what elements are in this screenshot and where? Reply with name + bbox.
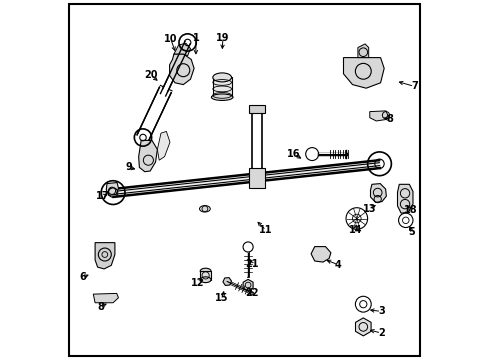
Ellipse shape bbox=[199, 206, 210, 212]
Bar bbox=[249, 168, 264, 188]
Polygon shape bbox=[169, 54, 194, 85]
Polygon shape bbox=[243, 279, 253, 291]
Polygon shape bbox=[139, 140, 157, 172]
Text: 15: 15 bbox=[215, 293, 228, 303]
Polygon shape bbox=[355, 318, 370, 336]
Text: 8: 8 bbox=[386, 114, 393, 124]
Text: 4: 4 bbox=[334, 260, 341, 270]
Ellipse shape bbox=[211, 94, 232, 100]
Text: 1: 1 bbox=[192, 33, 199, 43]
Bar bbox=[200, 271, 211, 280]
Text: 5: 5 bbox=[407, 227, 414, 237]
Ellipse shape bbox=[200, 268, 211, 274]
Ellipse shape bbox=[200, 277, 211, 283]
Text: 10: 10 bbox=[163, 34, 177, 44]
Bar bbox=[212, 77, 231, 97]
Text: 6: 6 bbox=[80, 272, 86, 282]
Text: 8: 8 bbox=[97, 302, 104, 312]
Text: 14: 14 bbox=[348, 225, 362, 235]
Text: 7: 7 bbox=[410, 81, 417, 91]
Polygon shape bbox=[343, 58, 384, 88]
Polygon shape bbox=[370, 184, 386, 202]
Text: 16: 16 bbox=[287, 149, 300, 159]
Ellipse shape bbox=[212, 73, 231, 82]
Polygon shape bbox=[357, 44, 368, 58]
Polygon shape bbox=[95, 243, 115, 269]
Polygon shape bbox=[397, 184, 412, 213]
Bar bbox=[249, 105, 264, 113]
Text: 19: 19 bbox=[216, 33, 229, 43]
Text: 3: 3 bbox=[377, 306, 384, 316]
Text: 2: 2 bbox=[377, 328, 384, 338]
Text: 13: 13 bbox=[362, 204, 376, 214]
Polygon shape bbox=[137, 41, 190, 140]
Text: 22: 22 bbox=[244, 288, 258, 298]
Text: 17: 17 bbox=[95, 191, 109, 201]
Polygon shape bbox=[174, 43, 190, 56]
Text: 11: 11 bbox=[259, 225, 272, 235]
Text: 9: 9 bbox=[125, 162, 132, 172]
Text: 18: 18 bbox=[403, 204, 417, 215]
Polygon shape bbox=[157, 131, 170, 160]
Polygon shape bbox=[310, 247, 330, 262]
Polygon shape bbox=[112, 160, 379, 197]
Polygon shape bbox=[223, 278, 231, 285]
Polygon shape bbox=[369, 111, 387, 121]
Polygon shape bbox=[106, 183, 118, 195]
Text: 12: 12 bbox=[190, 278, 204, 288]
Text: 21: 21 bbox=[244, 258, 258, 269]
Polygon shape bbox=[93, 293, 118, 303]
Text: 20: 20 bbox=[144, 70, 157, 80]
